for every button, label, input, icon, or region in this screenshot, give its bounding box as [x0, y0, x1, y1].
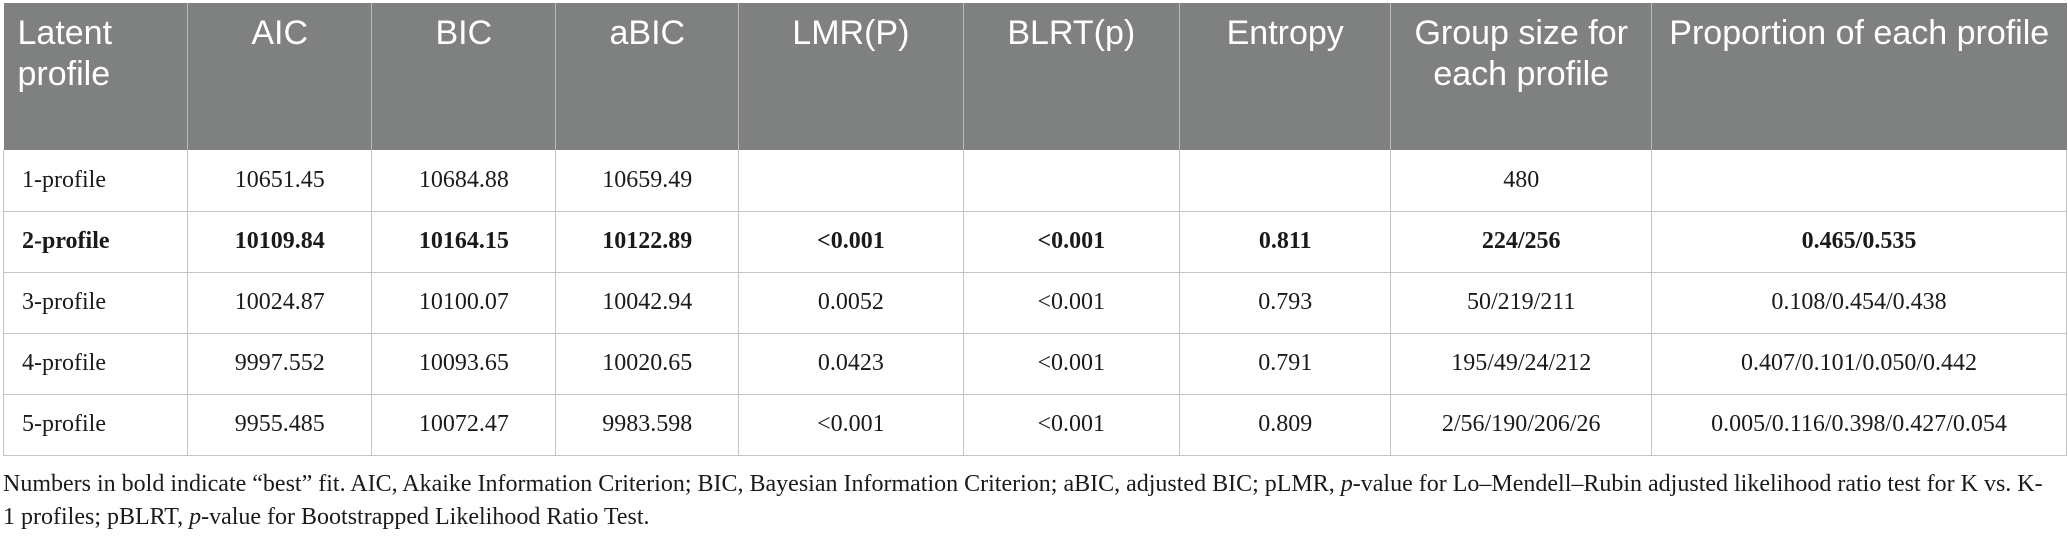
table-row: 3-profile 10024.87 10100.07 10042.94 0.0052 <… — [2, 272, 2067, 334]
cell-lmr: <0.001 — [738, 394, 964, 456]
cell-proportion: 0.465/0.535 — [1651, 211, 2067, 273]
cell-group-size: 50/219/211 — [1390, 272, 1653, 334]
cell-latent-profile: 2-profile — [2, 211, 189, 273]
cell-lmr: <0.001 — [738, 211, 964, 273]
latent-profile-fit-table: Latent profile AIC BIC aBIC LMR(P) BLRT(… — [2, 3, 2067, 456]
header-blrt: BLRT(p) — [963, 3, 1181, 150]
cell-aic: 9997.552 — [187, 333, 373, 395]
cell-lmr: 0.0052 — [738, 272, 964, 334]
cell-bic: 10684.88 — [371, 150, 557, 212]
cell-latent-profile: 4-profile — [2, 333, 189, 395]
cell-abic: 9983.598 — [555, 394, 740, 456]
table-row: 5-profile 9955.485 10072.47 9983.598 <0.001 <… — [2, 394, 2067, 456]
cell-bic: 10100.07 — [371, 272, 557, 334]
cell-blrt: <0.001 — [963, 211, 1181, 273]
cell-group-size: 480 — [1390, 150, 1653, 212]
cell-proportion: 0.407/0.101/0.050/0.442 — [1651, 333, 2067, 395]
cell-bic: 10072.47 — [371, 394, 557, 456]
cell-abic: 10122.89 — [555, 211, 740, 273]
table-row: 4-profile 9997.552 10093.65 10020.65 0.0423 <… — [2, 333, 2067, 395]
table-header: Latent profile AIC BIC aBIC LMR(P) BLRT(… — [3, 3, 2067, 150]
cell-group-size: 195/49/24/212 — [1390, 333, 1653, 395]
table-row: 1-profile 10651.45 10684.88 10659.49 480 — [2, 150, 2067, 212]
table-row: 2-profile 10109.84 10164.15 10122.89 <0.001 <… — [2, 211, 2067, 273]
header-lmr: LMR(P) — [738, 3, 964, 150]
header-group-size: Group size for each profile — [1390, 3, 1653, 150]
header-bic: BIC — [371, 3, 557, 150]
footnote-text-1: Numbers in bold indicate “best” fit. AIC… — [3, 470, 1341, 497]
cell-blrt: <0.001 — [963, 272, 1181, 334]
cell-aic: 9955.485 — [187, 394, 373, 456]
cell-latent-profile: 1-profile — [2, 150, 189, 212]
header-row: Latent profile AIC BIC aBIC LMR(P) BLRT(… — [3, 3, 2067, 150]
cell-aic: 10024.87 — [187, 272, 373, 334]
cell-proportion: 0.005/0.116/0.398/0.427/0.054 — [1651, 394, 2067, 456]
cell-abic: 10659.49 — [555, 150, 740, 212]
cell-lmr — [738, 150, 964, 212]
cell-entropy — [1179, 150, 1392, 212]
header-latent-profile: Latent profile — [3, 3, 189, 150]
table-body: 1-profile 10651.45 10684.88 10659.49 480 2-pr… — [2, 150, 2067, 456]
cell-group-size: 224/256 — [1390, 211, 1653, 273]
cell-bic: 10093.65 — [371, 333, 557, 395]
cell-entropy: 0.791 — [1179, 333, 1392, 395]
footnote-text-3: -value for Bootstrapped Likelihood Ratio… — [201, 503, 650, 530]
cell-lmr: 0.0423 — [738, 333, 964, 395]
table-footnote: Numbers in bold indicate “best” fit. AIC… — [3, 468, 2053, 534]
cell-entropy: 0.811 — [1179, 211, 1392, 273]
footnote-p-italic-1: p — [1340, 470, 1353, 497]
cell-entropy: 0.809 — [1179, 394, 1392, 456]
cell-abic: 10042.94 — [555, 272, 740, 334]
header-abic: aBIC — [555, 3, 740, 150]
cell-blrt — [963, 150, 1181, 212]
header-aic: AIC — [187, 3, 373, 150]
cell-group-size: 2/56/190/206/26 — [1390, 394, 1653, 456]
cell-aic: 10109.84 — [187, 211, 373, 273]
cell-proportion — [1651, 150, 2067, 212]
cell-bic: 10164.15 — [371, 211, 557, 273]
table-container: Latent profile AIC BIC aBIC LMR(P) BLRT(… — [2, 3, 2067, 534]
cell-blrt: <0.001 — [963, 394, 1181, 456]
cell-proportion: 0.108/0.454/0.438 — [1651, 272, 2067, 334]
cell-abic: 10020.65 — [555, 333, 740, 395]
cell-blrt: <0.001 — [963, 333, 1181, 395]
cell-aic: 10651.45 — [187, 150, 373, 212]
footnote-text-2: -value for Lo–Mendell–Rubin adjusted lik… — [3, 470, 2043, 530]
cell-latent-profile: 3-profile — [2, 272, 189, 334]
cell-entropy: 0.793 — [1179, 272, 1392, 334]
header-entropy: Entropy — [1179, 3, 1392, 150]
footnote-p-italic-2: p — [189, 503, 202, 530]
cell-latent-profile: 5-profile — [2, 394, 189, 456]
header-proportion: Proportion of each profile — [1651, 3, 2067, 150]
